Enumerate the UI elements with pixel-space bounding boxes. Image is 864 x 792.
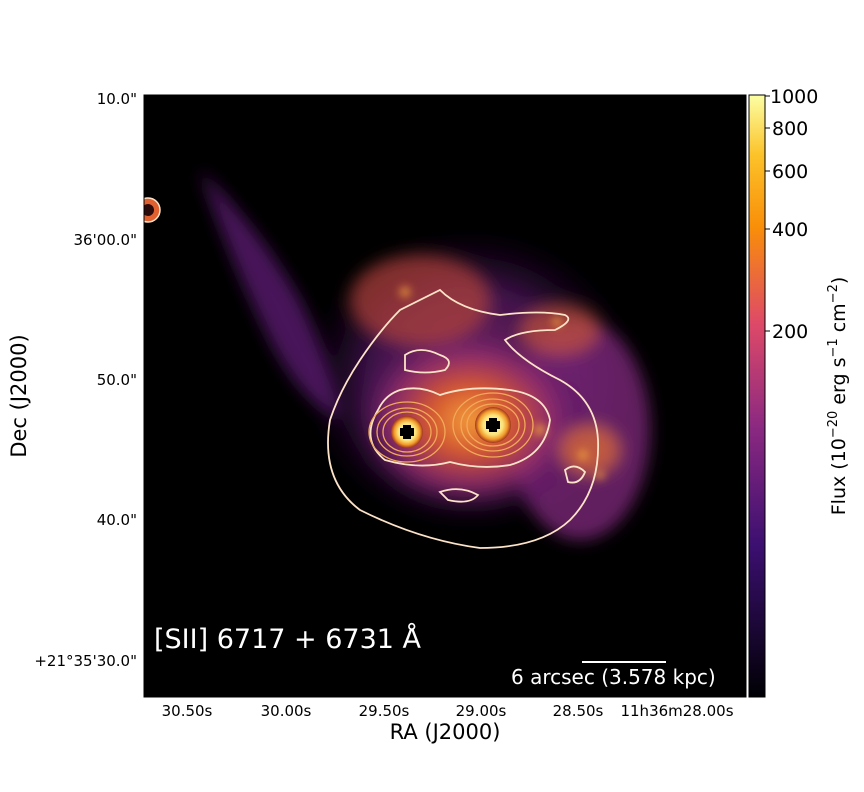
nucleus-markers [400, 418, 500, 439]
colorbar-label: Flux (10−20 erg s−1 cm−2) [826, 277, 850, 516]
panel-label: [SII] 6717 + 6731 Å [154, 623, 422, 655]
x-tick-label: 29.50s [359, 702, 410, 720]
emission-knots [396, 283, 607, 482]
x-tick-label: 11h36m28.00s [620, 702, 733, 720]
x-tick-labels: 30.50s 30.00s 29.50s 29.00s 28.50s 11h36… [162, 702, 734, 720]
y-axis-label: Dec (J2000) [7, 334, 31, 457]
nucleus-contours [368, 392, 534, 463]
y-tick-labels: 10.0" 36'00.0" 50.0" 40.0" +21°35'30.0" [34, 90, 137, 670]
colorbar-tick-label: 600 [772, 161, 808, 183]
y-tick-label: 40.0" [97, 511, 137, 529]
colorbar-tick-label: 1000 [770, 86, 818, 108]
colorbar-tick-label: 400 [772, 219, 808, 241]
y-tick-label: 50.0" [97, 371, 137, 389]
y-tick-label: 36'00.0" [73, 231, 137, 249]
x-tick-label: 30.00s [261, 702, 312, 720]
x-axis-label: RA (J2000) [390, 720, 501, 744]
y-tick-label: +21°35'30.0" [34, 652, 137, 670]
image-panel: [SII] 6717 + 6731 Å 6 arcsec (3.578 kpc) [144, 95, 746, 697]
colorbar-gradient [749, 95, 765, 697]
y-tick-label: 10.0" [97, 90, 137, 108]
x-tick-label: 28.50s [553, 702, 604, 720]
image-frame [143, 94, 747, 698]
colorbar: 1000 800 600 400 200 Flux (10−20 erg s−1… [748, 86, 850, 698]
colorbar-tick-label: 800 [772, 118, 808, 140]
x-tick-label: 29.00s [456, 702, 507, 720]
scale-bar-label: 6 arcsec (3.578 kpc) [511, 665, 716, 689]
contours [327, 288, 599, 549]
colorbar-tick-label: 200 [772, 321, 808, 343]
x-tick-label: 30.50s [162, 702, 213, 720]
